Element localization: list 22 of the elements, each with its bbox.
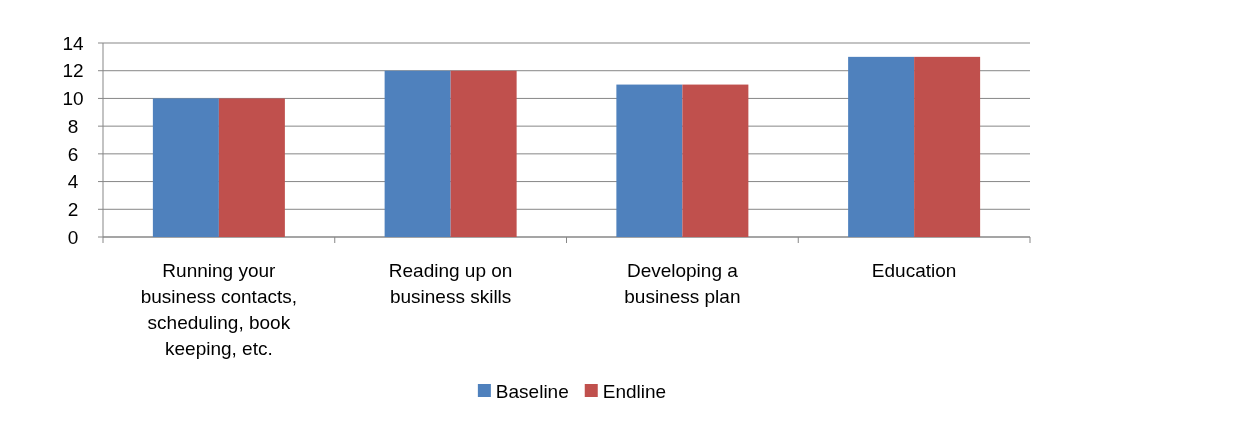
legend-label: Endline <box>602 380 667 402</box>
y-tick-label: 4 <box>67 171 79 193</box>
bar <box>384 70 451 237</box>
legend-label: Baseline <box>495 380 569 402</box>
x-tick-label: Reading up on business skills <box>388 260 513 307</box>
bar <box>450 70 517 237</box>
x-tick-label: Education <box>871 260 957 281</box>
y-tick-label: 8 <box>67 115 79 137</box>
bar <box>682 84 749 237</box>
y-tick-label: 6 <box>67 143 79 165</box>
bar <box>848 56 915 237</box>
bar <box>152 98 219 237</box>
y-tick-label: 0 <box>67 226 79 248</box>
y-tick-label: 14 <box>62 32 84 54</box>
bar <box>616 84 683 237</box>
y-tick-label: 2 <box>67 198 79 220</box>
x-tick-label: Developing a business plan <box>624 260 741 307</box>
bar <box>218 98 285 237</box>
y-tick-label: 10 <box>62 88 84 110</box>
y-tick-label: 12 <box>62 60 84 82</box>
bar <box>914 56 981 237</box>
x-tick-label: Running your business contacts, scheduling, book keeping, etc. <box>140 260 298 359</box>
